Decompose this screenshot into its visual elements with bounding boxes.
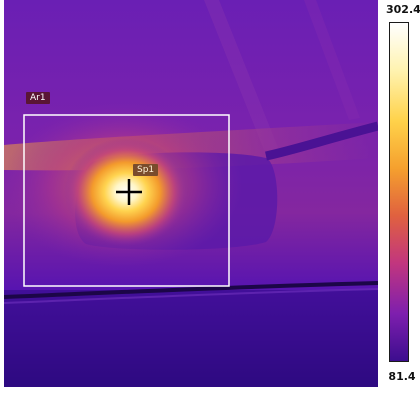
lower-dark-band — [4, 290, 378, 387]
spot-crosshair[interactable] — [116, 179, 142, 205]
area-label: Ar1 — [26, 92, 50, 104]
area-roi-box[interactable] — [23, 114, 230, 287]
handle-arm — [265, 121, 378, 161]
spot-label: Sp1 — [133, 164, 159, 176]
color-scale-bar — [389, 22, 409, 362]
body-edge-line — [4, 281, 378, 299]
scale-max-value: 302.4 — [386, 3, 420, 16]
body-edge-highlight — [4, 288, 378, 304]
scale-min-value: 81.4 — [388, 370, 416, 383]
thermal-image[interactable] — [4, 0, 378, 387]
thermal-streak — [304, 0, 360, 120]
thermal-streak — [204, 0, 279, 150]
